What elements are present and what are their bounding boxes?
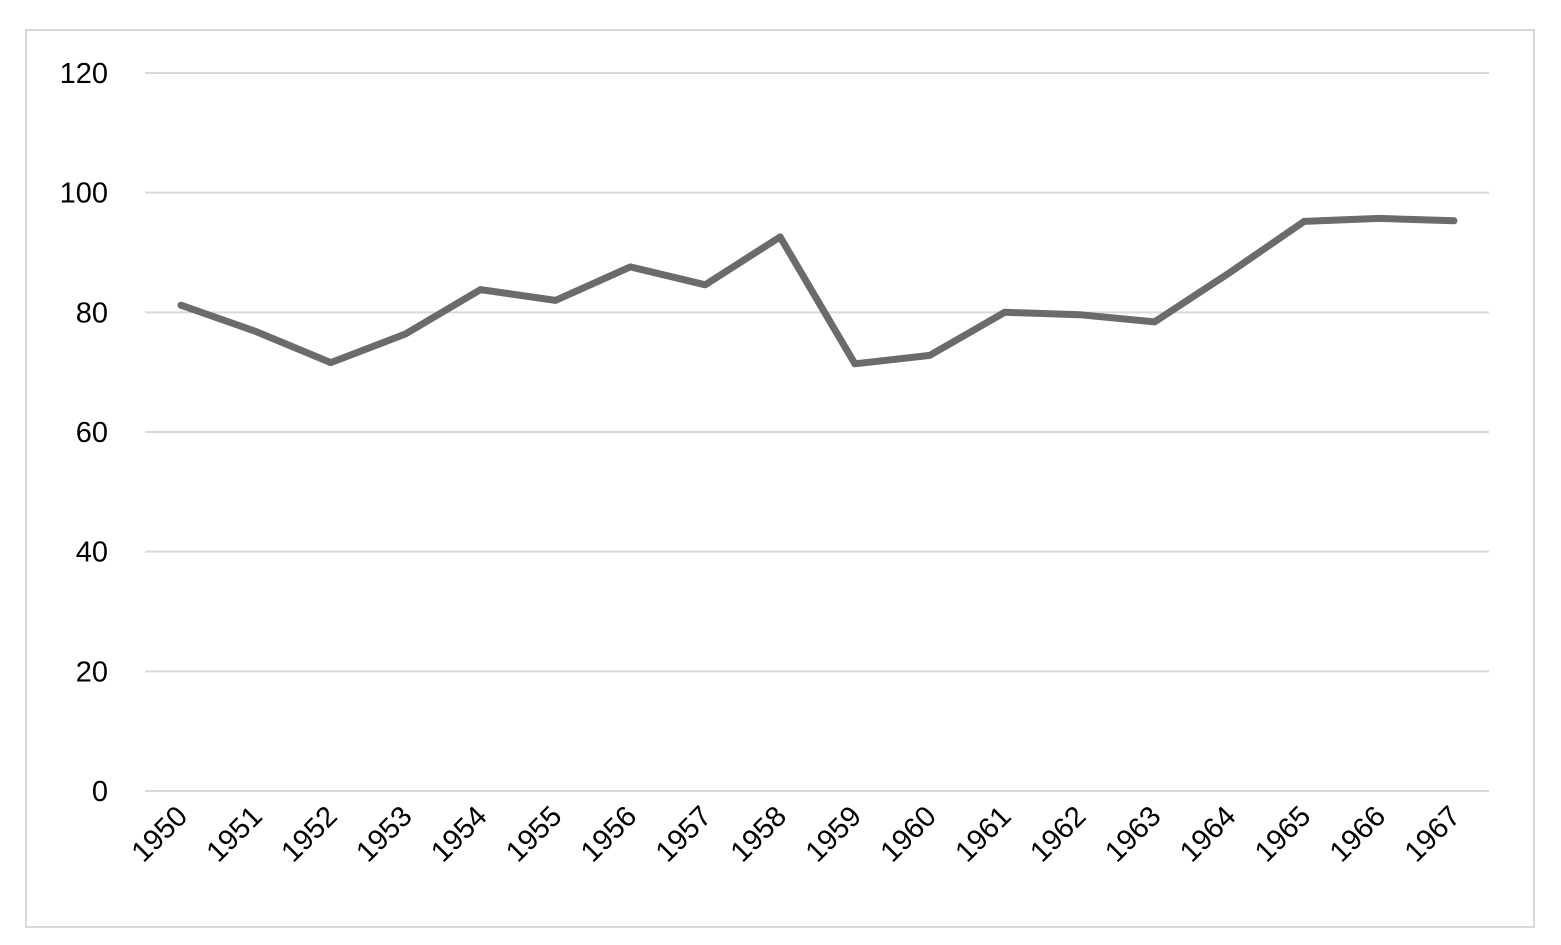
x-tick-label: 1965 bbox=[1249, 800, 1317, 868]
x-tick-label: 1964 bbox=[1174, 800, 1242, 868]
x-tick-label: 1954 bbox=[425, 800, 493, 868]
data-point-1966 bbox=[1376, 215, 1383, 222]
data-point-1965 bbox=[1301, 218, 1308, 225]
x-axis-ticks: 1950 1951 1952 1953 1954 1955 1956 1957 1958 1959… bbox=[126, 800, 1467, 868]
chart-frame bbox=[25, 29, 1535, 928]
data-point-1960 bbox=[926, 352, 933, 359]
data-point-1961 bbox=[1001, 309, 1008, 316]
x-tick-label: 1967 bbox=[1399, 800, 1467, 868]
y-tick-label: 80 bbox=[76, 297, 108, 329]
y-tick-label: 100 bbox=[60, 178, 108, 210]
y-axis-ticks: 0 20 40 60 80 100 120 bbox=[60, 58, 108, 808]
y-tick-label: 20 bbox=[76, 656, 108, 688]
data-point-1955 bbox=[552, 297, 559, 304]
x-tick-label: 1955 bbox=[500, 800, 568, 868]
x-tick-label: 1956 bbox=[575, 800, 643, 868]
data-point-1967 bbox=[1451, 217, 1457, 224]
data-point-1952 bbox=[327, 359, 334, 366]
series-line bbox=[177, 214, 1458, 368]
x-tick-label: 1959 bbox=[800, 800, 868, 868]
x-tick-label: 1957 bbox=[650, 800, 718, 868]
series-group bbox=[177, 214, 1458, 368]
x-tick-label: 1961 bbox=[949, 800, 1017, 868]
x-tick-label: 1953 bbox=[350, 800, 418, 868]
x-tick-label: 1963 bbox=[1099, 800, 1167, 868]
data-point-1959 bbox=[851, 360, 858, 367]
x-tick-label: 1952 bbox=[275, 800, 343, 868]
y-tick-label: 120 bbox=[60, 58, 108, 90]
y-tick-label: 60 bbox=[76, 417, 108, 449]
data-point-1951 bbox=[252, 328, 259, 335]
x-tick-label: 1950 bbox=[126, 800, 194, 868]
data-point-1963 bbox=[1151, 318, 1158, 325]
y-tick-label: 40 bbox=[76, 537, 108, 569]
x-tick-label: 1958 bbox=[725, 800, 793, 868]
data-point-1953 bbox=[402, 330, 409, 337]
data-point-1964 bbox=[1226, 269, 1233, 276]
x-tick-label: 1951 bbox=[201, 800, 269, 868]
data-point-1957 bbox=[702, 281, 709, 288]
data-point-1954 bbox=[477, 286, 484, 293]
gridlines bbox=[145, 72, 1489, 792]
x-tick-label: 1962 bbox=[1024, 800, 1092, 868]
data-point-1962 bbox=[1076, 311, 1083, 318]
data-point-1950 bbox=[178, 302, 184, 309]
data-point-1958 bbox=[777, 233, 784, 240]
x-tick-label: 1966 bbox=[1324, 800, 1392, 868]
data-point-1956 bbox=[627, 263, 634, 270]
y-tick-label: 0 bbox=[92, 776, 108, 808]
x-tick-label: 1960 bbox=[875, 800, 943, 868]
